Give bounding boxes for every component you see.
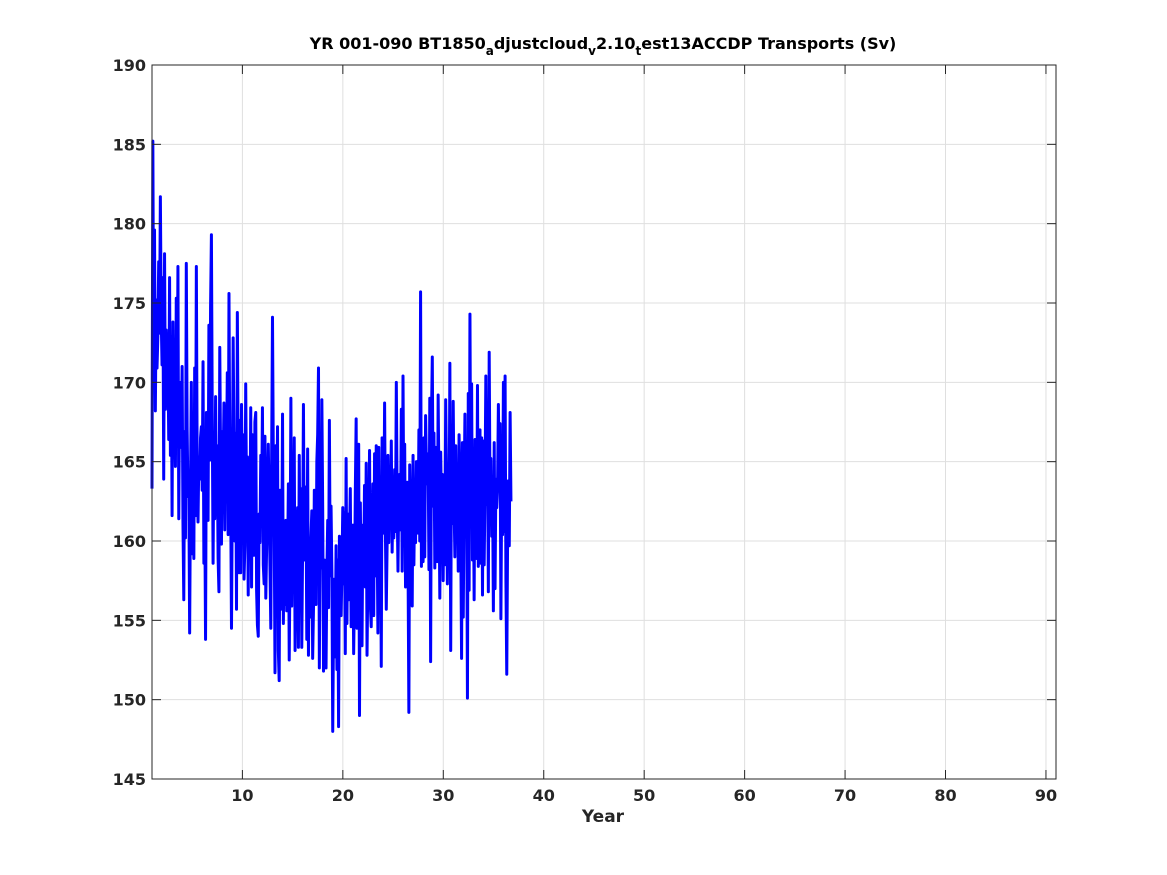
x-tick-label: 80 — [934, 786, 956, 805]
y-tick-label: 185 — [113, 135, 146, 154]
y-tick-label: 165 — [113, 453, 146, 472]
y-tick-label: 145 — [113, 770, 146, 789]
chart-title-part: djustcloud — [494, 34, 588, 53]
x-tick-label: 90 — [1035, 786, 1057, 805]
x-tick-label: 60 — [733, 786, 755, 805]
y-tick-label: 150 — [113, 691, 146, 710]
chart-title-part: 2.10 — [596, 34, 635, 53]
x-tick-label: 50 — [633, 786, 655, 805]
x-tick-label: 20 — [332, 786, 354, 805]
chart-title-part: est13ACCDP Transports (Sv) — [641, 34, 896, 53]
y-tick-label: 160 — [113, 532, 146, 551]
chart-title: YR 001-090 BT1850adjustcloudv2.10test13A… — [309, 34, 897, 58]
x-axis-title: Year — [581, 807, 625, 827]
chart-title-part: v — [588, 44, 596, 58]
plot-area — [152, 65, 1056, 779]
series-line — [150, 139, 513, 733]
y-tick-label: 175 — [113, 294, 146, 313]
plot-frame — [151, 64, 1057, 780]
chart-title-part: a — [486, 44, 494, 58]
series-group — [150, 139, 513, 733]
chart-title-part: YR 001-090 BT1850 — [309, 34, 486, 53]
x-tick-label: 30 — [432, 786, 454, 805]
chart-title-part: t — [635, 44, 641, 58]
x-axis-ticks: 10 20 30 40 50 60 70 80 90 — [231, 65, 1057, 805]
y-tick-label: 190 — [113, 56, 146, 75]
y-tick-label: 180 — [113, 215, 146, 234]
y-axis-ticks: 145 150 155 160 165 170 175 180 185 190 — [113, 56, 1056, 789]
x-tick-label: 40 — [533, 786, 555, 805]
x-tick-label: 10 — [231, 786, 253, 805]
x-tick-label: 70 — [834, 786, 856, 805]
y-tick-label: 155 — [113, 611, 146, 630]
y-tick-label: 170 — [113, 373, 146, 392]
